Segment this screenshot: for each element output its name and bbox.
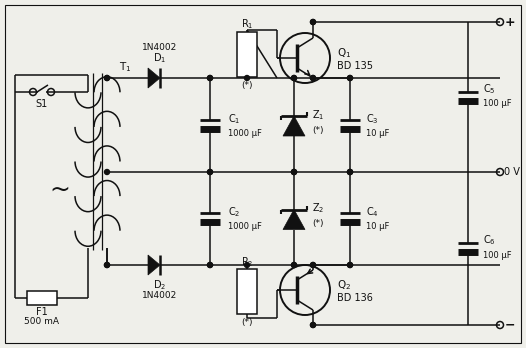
Circle shape xyxy=(348,76,352,80)
Circle shape xyxy=(207,169,213,174)
Bar xyxy=(237,269,257,314)
Circle shape xyxy=(291,76,297,80)
Bar xyxy=(237,32,257,77)
Bar xyxy=(27,291,57,305)
Text: (*): (*) xyxy=(241,81,253,90)
Text: F1: F1 xyxy=(36,307,48,317)
Circle shape xyxy=(245,76,249,80)
Polygon shape xyxy=(148,255,160,275)
Circle shape xyxy=(310,323,316,327)
Text: S1: S1 xyxy=(36,99,48,109)
Text: D$_2$: D$_2$ xyxy=(154,278,167,292)
Text: D$_1$: D$_1$ xyxy=(154,51,167,65)
Text: 10 μF: 10 μF xyxy=(366,128,389,137)
Circle shape xyxy=(348,169,352,174)
Text: Z$_2$: Z$_2$ xyxy=(312,201,325,215)
Circle shape xyxy=(348,169,352,174)
Text: −: − xyxy=(505,318,515,332)
Text: T$_1$: T$_1$ xyxy=(119,60,132,74)
Circle shape xyxy=(348,262,352,268)
Text: 0 V: 0 V xyxy=(504,167,520,177)
Text: 1N4002: 1N4002 xyxy=(143,44,178,53)
Circle shape xyxy=(105,262,109,268)
Text: C$_2$: C$_2$ xyxy=(228,206,240,219)
Text: Q$_2$: Q$_2$ xyxy=(337,278,351,292)
Circle shape xyxy=(310,19,316,24)
Text: 10 μF: 10 μF xyxy=(366,222,389,231)
Text: C$_5$: C$_5$ xyxy=(483,82,495,96)
Text: Z$_1$: Z$_1$ xyxy=(312,108,325,122)
Circle shape xyxy=(291,169,297,174)
Circle shape xyxy=(348,169,352,174)
Circle shape xyxy=(291,169,297,174)
Circle shape xyxy=(310,76,316,80)
Text: (*): (*) xyxy=(312,219,323,228)
Circle shape xyxy=(105,169,109,174)
Text: R$_1$: R$_1$ xyxy=(241,18,253,31)
Circle shape xyxy=(310,19,316,24)
Circle shape xyxy=(291,169,297,174)
Text: (*): (*) xyxy=(241,318,253,327)
Circle shape xyxy=(310,262,316,268)
Circle shape xyxy=(291,76,297,80)
Text: Q$_1$: Q$_1$ xyxy=(337,46,351,60)
Circle shape xyxy=(207,169,213,174)
Text: 500 mA: 500 mA xyxy=(25,316,59,325)
Circle shape xyxy=(105,76,109,80)
Text: 1000 μF: 1000 μF xyxy=(228,222,262,231)
Text: +: + xyxy=(504,16,515,29)
Text: R$_2$: R$_2$ xyxy=(241,255,253,269)
Polygon shape xyxy=(283,116,305,136)
Text: BD 135: BD 135 xyxy=(337,61,373,71)
Circle shape xyxy=(348,262,352,268)
Circle shape xyxy=(207,76,213,80)
Polygon shape xyxy=(283,209,305,229)
Circle shape xyxy=(310,76,316,80)
Circle shape xyxy=(207,262,213,268)
Text: (*): (*) xyxy=(312,126,323,134)
Circle shape xyxy=(291,262,297,268)
Text: 1000 μF: 1000 μF xyxy=(228,128,262,137)
Text: 100 μF: 100 μF xyxy=(483,251,512,260)
Circle shape xyxy=(105,76,109,80)
Text: C$_3$: C$_3$ xyxy=(366,112,379,126)
Polygon shape xyxy=(148,68,160,88)
Circle shape xyxy=(310,323,316,327)
Text: 100 μF: 100 μF xyxy=(483,100,512,109)
Circle shape xyxy=(310,262,316,268)
Circle shape xyxy=(245,262,249,268)
Text: C$_6$: C$_6$ xyxy=(483,234,496,247)
Circle shape xyxy=(105,262,109,268)
Circle shape xyxy=(207,76,213,80)
Text: BD 136: BD 136 xyxy=(337,293,373,303)
Text: ~: ~ xyxy=(49,178,70,202)
Text: C$_4$: C$_4$ xyxy=(366,206,379,219)
Circle shape xyxy=(291,262,297,268)
Text: C$_1$: C$_1$ xyxy=(228,112,240,126)
Text: 1N4002: 1N4002 xyxy=(143,291,178,300)
Circle shape xyxy=(207,262,213,268)
Circle shape xyxy=(348,76,352,80)
